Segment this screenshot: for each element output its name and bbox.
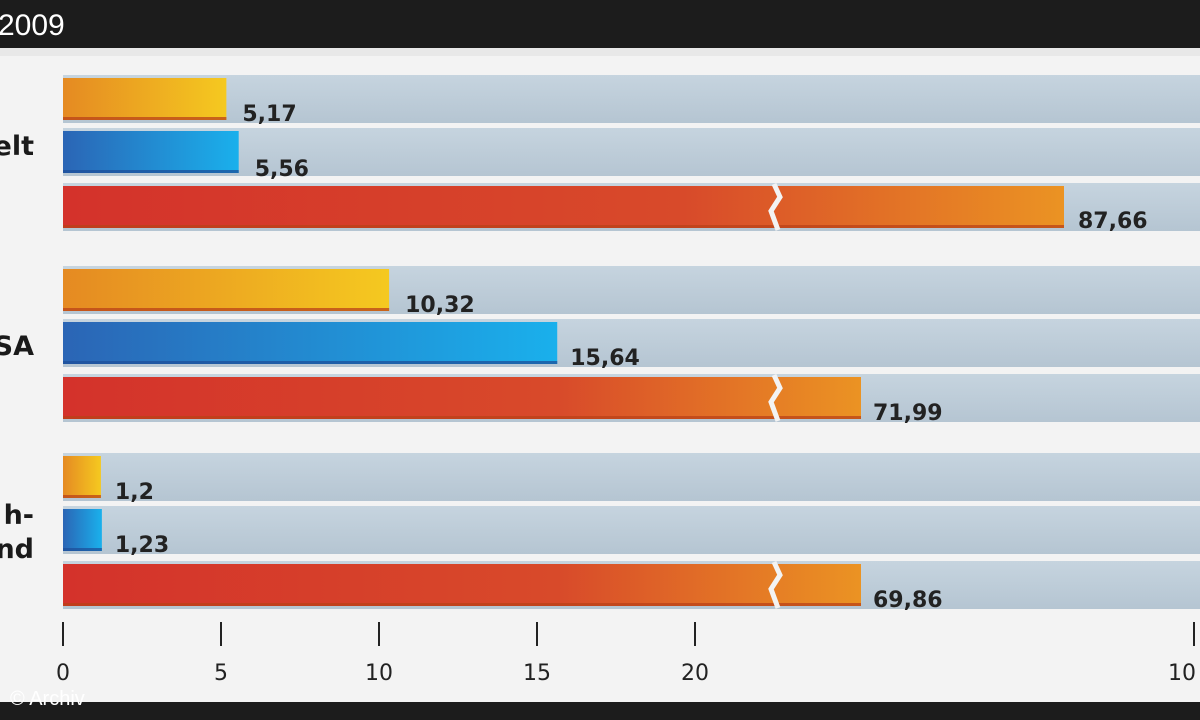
x-tick-label: 10 bbox=[1168, 661, 1196, 686]
x-axis: 0 5 10 15 20 10 bbox=[56, 622, 1196, 686]
series-2-bar-shadow bbox=[63, 361, 558, 364]
series-3-bar-shadow bbox=[63, 603, 861, 606]
series-2-bar bbox=[63, 509, 102, 551]
series-1-value-label: 1,2 bbox=[115, 480, 154, 505]
header-underline bbox=[0, 48, 1200, 56]
x-tick-label: 10 bbox=[365, 661, 393, 686]
category-label: h- bbox=[4, 500, 34, 531]
series-1-value-label: 10,32 bbox=[405, 293, 475, 318]
series-3-bar-shadow bbox=[63, 225, 1064, 228]
x-tick-label: 15 bbox=[523, 661, 551, 686]
series-3-bar bbox=[63, 186, 1064, 228]
x-tick-label: 5 bbox=[214, 661, 228, 686]
series-1-bar bbox=[63, 269, 390, 311]
series-3-value-label: 87,66 bbox=[1078, 209, 1148, 234]
bars bbox=[63, 78, 1064, 609]
category-label: SA bbox=[0, 331, 34, 362]
series-3-value-label: 69,86 bbox=[873, 588, 943, 613]
category-label: elt bbox=[0, 131, 34, 162]
footer-bar bbox=[0, 702, 1200, 720]
group-labels: elt SA h-nd bbox=[0, 131, 34, 565]
series-3-bar bbox=[63, 377, 861, 419]
series-3-value-label: 71,99 bbox=[873, 401, 943, 426]
row-track bbox=[63, 506, 1200, 554]
series-2-bar-shadow bbox=[63, 170, 239, 173]
series-1-bar bbox=[63, 456, 101, 498]
chart-title: 2009 bbox=[0, 9, 65, 42]
series-1-bar bbox=[63, 78, 227, 120]
series-3-bar-shadow bbox=[63, 416, 861, 419]
axis-break-mark bbox=[768, 182, 783, 231]
axis-break-mark bbox=[768, 560, 783, 609]
series-2-value-label: 1,23 bbox=[115, 533, 169, 558]
value-labels: 5,17 5,56 87,66 10,32 15,64 71,99 1,2 1,23 69,86 bbox=[115, 102, 1148, 613]
axis-break-mark bbox=[768, 373, 783, 422]
series-2-bar-shadow bbox=[63, 548, 102, 551]
row-track bbox=[63, 453, 1200, 501]
series-2-bar bbox=[63, 131, 239, 173]
series-2-value-label: 5,56 bbox=[255, 157, 309, 182]
series-1-value-label: 5,17 bbox=[242, 102, 296, 127]
copyright-credit: © Archiv bbox=[10, 688, 85, 710]
series-2-bar bbox=[63, 322, 558, 364]
x-tick-label: 20 bbox=[681, 661, 709, 686]
category-label: nd bbox=[0, 534, 34, 565]
x-tick-label: 0 bbox=[56, 661, 70, 686]
series-2-value-label: 15,64 bbox=[570, 346, 640, 371]
row-track bbox=[63, 128, 1200, 176]
row-track bbox=[63, 75, 1200, 123]
series-1-bar-shadow bbox=[63, 308, 390, 311]
header-bar bbox=[0, 0, 1200, 48]
series-1-bar-shadow bbox=[63, 117, 227, 120]
series-3-bar bbox=[63, 564, 861, 606]
series-1-bar-shadow bbox=[63, 495, 101, 498]
